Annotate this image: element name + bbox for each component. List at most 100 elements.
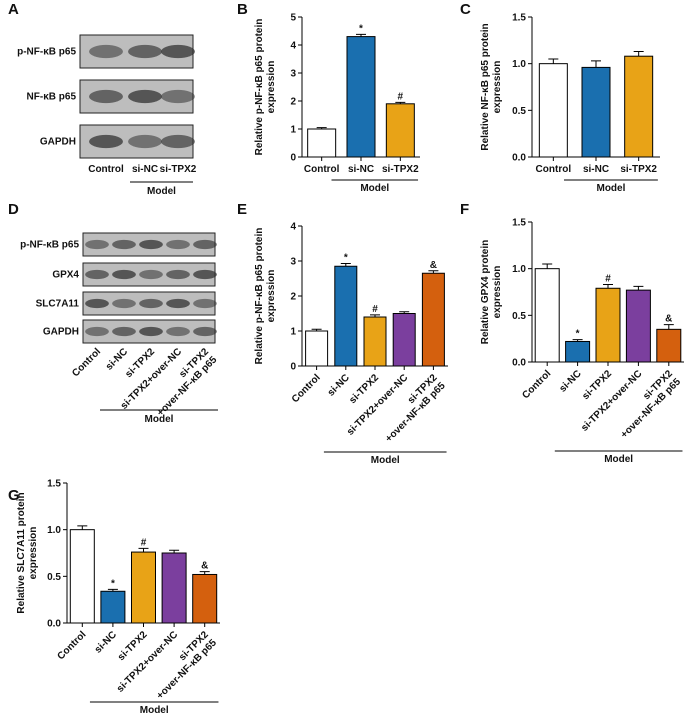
blot-band (166, 239, 190, 250)
y-axis-label: Relative SLC7A11 proteinexpression (16, 492, 39, 613)
error-bar (199, 571, 210, 575)
group-label: Model (140, 705, 169, 716)
y-tick-label: 1 (290, 125, 296, 136)
significance-mark: & (201, 561, 208, 572)
y-tick-label: 5 (290, 13, 296, 24)
y-tick-label: 1.5 (512, 13, 526, 24)
blot-band (166, 269, 190, 280)
significance-mark: * (344, 252, 348, 263)
lane-label: si-NC (132, 164, 158, 175)
y-axis-label: Relative p-NF-κB p65 proteinexpression (254, 19, 277, 156)
x-tick-label: si-TPX2 (620, 164, 657, 175)
y-tick-label: 0.0 (512, 153, 526, 164)
y-tick-label: 3 (290, 69, 296, 80)
bar (307, 128, 337, 158)
y-tick-label: 4 (290, 222, 296, 233)
error-bar (316, 127, 327, 129)
error-bar (77, 525, 88, 530)
y-tick-label: 1.0 (512, 264, 526, 275)
blot-band (139, 239, 163, 250)
x-tick-label: si-TPX2+over-NF-κB p65 (147, 629, 220, 702)
panel-letter: G (8, 487, 20, 504)
significance-mark: * (576, 329, 580, 340)
significance-mark: # (605, 274, 611, 285)
error-bar (311, 328, 322, 331)
y-tick-label: 0 (290, 153, 296, 164)
significance-mark: # (141, 537, 147, 548)
blot-row-label: GAPDH (40, 137, 76, 148)
error-bar (603, 284, 613, 289)
significance-mark: * (359, 23, 363, 34)
x-tick-label: si-NC (583, 164, 609, 175)
y-tick-label: 1.5 (512, 218, 526, 229)
blot-row-label: GPX4 (52, 270, 79, 281)
blot-band (112, 239, 136, 250)
y-tick-label: 3 (290, 257, 296, 268)
y-tick-label: 1 (290, 327, 296, 338)
bar (100, 590, 126, 624)
significance-mark: & (430, 260, 437, 271)
bar (534, 268, 560, 363)
significance-mark: # (372, 304, 378, 315)
lane-label: Control (70, 346, 103, 379)
y-axis-label: Relative NF-κB p65 proteinexpression (480, 23, 503, 150)
blot-band (85, 239, 109, 250)
bar (161, 552, 187, 624)
x-tick-label: Control (536, 164, 572, 175)
bar (346, 36, 376, 158)
y-tick-label: 1.5 (47, 479, 61, 490)
y-tick-label: 0.5 (512, 106, 526, 117)
blot-band (139, 326, 163, 337)
x-tick-label: Control (520, 368, 553, 401)
blot-band (128, 89, 162, 104)
bar (656, 328, 682, 363)
y-tick-label: 2 (290, 292, 296, 303)
bar (565, 340, 591, 363)
error-bar (428, 270, 439, 274)
group-label: Model (371, 455, 400, 466)
x-tick-label: Control (56, 629, 89, 662)
blot-band (139, 298, 163, 309)
group-label: Model (145, 414, 174, 425)
y-tick-label: 2 (290, 97, 296, 108)
error-bar (548, 58, 559, 64)
bar (69, 529, 95, 624)
blot-band (89, 89, 123, 104)
blot-band (139, 269, 163, 280)
blot-band (161, 89, 195, 104)
error-bar (633, 51, 644, 57)
error-bar (399, 311, 410, 314)
panel-letter: D (8, 201, 19, 218)
y-axis-label: Relative GPX4 proteinexpression (480, 240, 503, 344)
x-tick-label: si-NC (326, 372, 352, 398)
blot-band (193, 298, 217, 309)
blot-band (112, 269, 136, 280)
blot-band (161, 134, 195, 149)
bar (363, 316, 387, 367)
error-bar (633, 285, 644, 291)
significance-mark: # (398, 91, 404, 102)
x-tick-label: si-NC (557, 368, 583, 394)
y-axis-label: Relative p-NF-κB p65 proteinexpression (254, 228, 277, 365)
error-bar (356, 33, 366, 37)
bar (624, 55, 654, 158)
bar (385, 103, 415, 158)
blot-row-label: SLC7A11 (36, 299, 80, 310)
x-tick-label: si-NC (93, 629, 119, 655)
blot-row-label: NF-κB p65 (27, 92, 77, 103)
blot-band (193, 269, 217, 280)
lane-label: si-TPX2 (160, 164, 197, 175)
lane-label: Control (88, 164, 124, 175)
y-tick-label: 4 (290, 41, 296, 52)
blot-band (128, 134, 162, 149)
y-tick-label: 0.0 (47, 619, 61, 630)
bar (538, 63, 568, 158)
error-bar (591, 60, 601, 68)
blot-band (85, 298, 109, 309)
group-label: Model (147, 186, 176, 197)
blot-band (161, 44, 195, 59)
bar (131, 551, 156, 624)
significance-mark: * (111, 578, 115, 589)
error-bar (370, 314, 380, 317)
